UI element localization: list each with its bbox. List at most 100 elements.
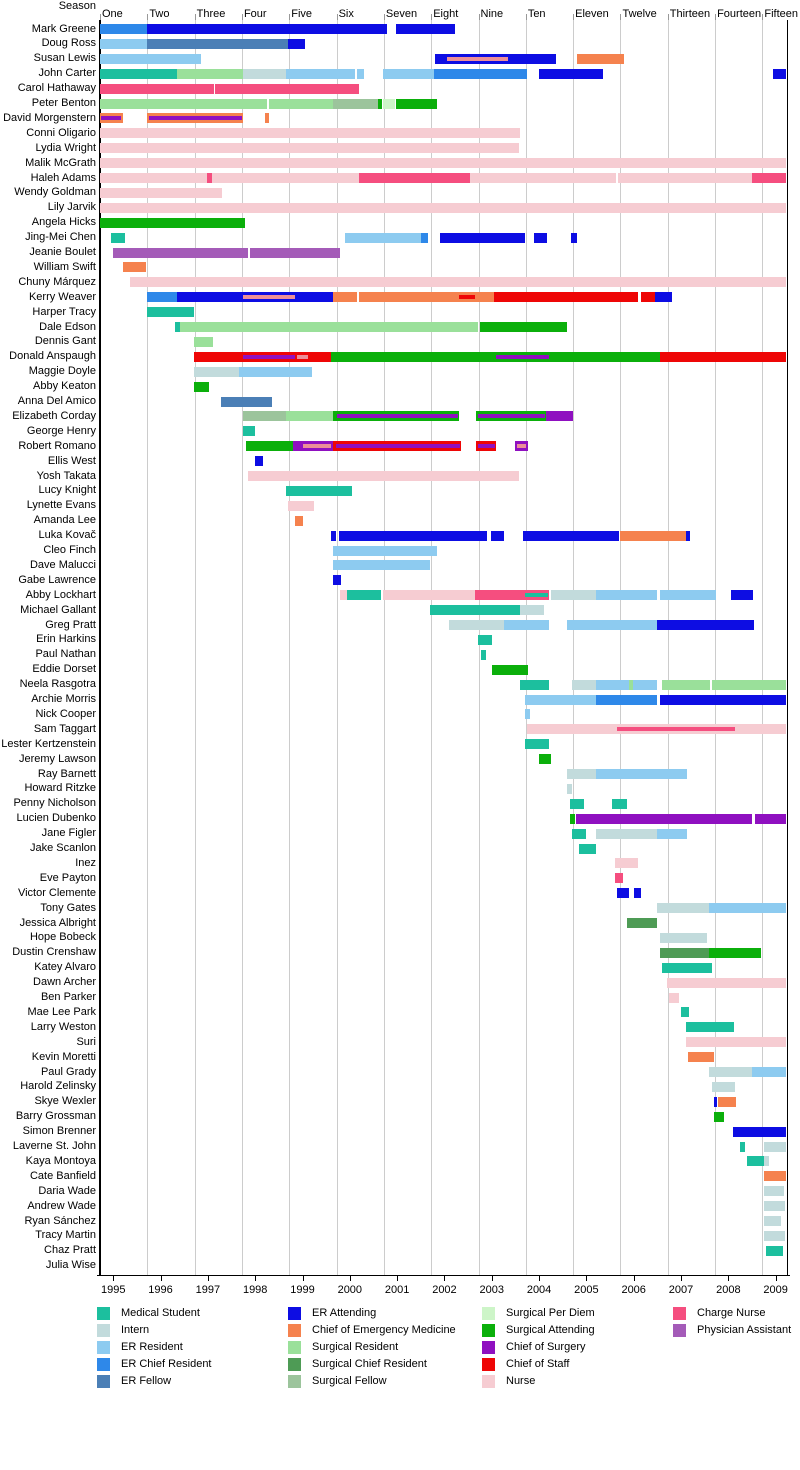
- timeline-bar: [595, 694, 658, 705]
- season-gridline: [241, 20, 243, 1275]
- row-label: Chaz Pratt: [44, 1244, 96, 1257]
- timeline-bar: [180, 322, 478, 332]
- row-label: John Carter: [38, 67, 96, 80]
- row-label: Erin Harkins: [36, 633, 96, 646]
- timeline-bar: [333, 545, 438, 556]
- year-tick: [349, 1275, 351, 1281]
- timeline-bar: [617, 888, 629, 899]
- timeline-bar: [490, 530, 504, 541]
- year-label: 2009: [763, 1284, 788, 1296]
- row-label: Lucy Knight: [38, 484, 96, 497]
- row-label: Chuny Márquez: [18, 275, 96, 288]
- year-tick: [491, 1275, 493, 1281]
- legend-item: ER Fellow: [97, 1375, 287, 1389]
- timeline-bar: [595, 679, 629, 690]
- row-label: Julia Wise: [45, 1259, 96, 1272]
- season-label: Four: [243, 8, 267, 20]
- row-label: Abby Keaton: [33, 380, 96, 393]
- timeline-bar: [714, 1111, 724, 1122]
- row-label: Simon Brenner: [22, 1125, 96, 1138]
- year-tick: [586, 1275, 588, 1281]
- legend-item: Chief of Emergency Medicine: [288, 1324, 478, 1338]
- timeline-bar: [110, 232, 126, 243]
- timeline-bar: [382, 98, 395, 109]
- legend-swatch: [97, 1324, 110, 1337]
- legend-label: Surgical Fellow: [312, 1375, 387, 1387]
- timeline-bar: [614, 873, 624, 884]
- timeline-bar: [709, 947, 762, 958]
- legend-label: Charge Nurse: [697, 1307, 766, 1319]
- row-label: Barry Grossman: [15, 1110, 96, 1123]
- year-tick: [160, 1275, 162, 1281]
- row-label: Peter Benton: [31, 97, 96, 109]
- row-label: Lily Jarvik: [47, 201, 96, 214]
- year-tick: [397, 1275, 399, 1281]
- season-gridline: [762, 20, 764, 1275]
- timeline-bar: [641, 292, 655, 303]
- timeline-overlay-bar: [101, 116, 122, 121]
- row-label: Daria Wade: [38, 1184, 96, 1197]
- legend-label: Surgical Chief Resident: [312, 1358, 427, 1370]
- timeline-bar: [475, 590, 549, 601]
- season-label: One: [102, 8, 123, 20]
- season-tick: [336, 14, 338, 20]
- legend-swatch: [673, 1307, 686, 1320]
- row-label: Jeremy Lawson: [18, 752, 96, 765]
- timeline-bar: [659, 947, 710, 958]
- timeline-bar: [100, 202, 787, 213]
- legend-label: Chief of Emergency Medicine: [312, 1324, 456, 1336]
- timeline-bar: [685, 1022, 734, 1033]
- legend-swatch: [97, 1358, 110, 1371]
- timeline-bar: [633, 888, 642, 899]
- timeline-overlay-bar: [243, 354, 296, 359]
- season-label: Nine: [480, 8, 504, 20]
- legend-item: Surgical Chief Resident: [288, 1358, 478, 1372]
- legend-swatch: [288, 1358, 301, 1371]
- timeline-bar: [595, 828, 658, 839]
- season-label: Six: [338, 8, 354, 20]
- timeline-bar: [100, 24, 148, 34]
- timeline-bar: [747, 1156, 764, 1167]
- timeline-bar: [626, 918, 658, 928]
- timeline-bar: [449, 620, 504, 630]
- timeline-bar: [193, 336, 213, 347]
- timeline-bar: [100, 98, 268, 109]
- timeline-bar: [494, 292, 639, 303]
- timeline-bar: [579, 843, 596, 854]
- timeline-bar: [215, 83, 360, 94]
- legend-item: Surgical Per Diem: [482, 1307, 672, 1321]
- season-gridline: [289, 20, 291, 1275]
- timeline-bar: [206, 173, 212, 183]
- timeline-bar: [193, 381, 209, 392]
- timeline-bar: [567, 620, 658, 630]
- timeline-overlay-bar: [496, 354, 549, 359]
- timeline-bar: [264, 113, 270, 124]
- timeline-bar: [193, 366, 239, 377]
- timeline-bar: [619, 530, 686, 541]
- season-label: Thirteen: [669, 8, 711, 20]
- year-label: 1998: [242, 1284, 268, 1296]
- season-tick: [762, 14, 764, 20]
- season-gridline: [431, 20, 433, 1275]
- row-label: William Swift: [33, 260, 96, 273]
- season-tick: [431, 14, 433, 20]
- season-label: Twelve: [622, 8, 657, 20]
- row-label: Lester Kertzenstein: [1, 737, 96, 750]
- season-gridline: [525, 20, 527, 1275]
- timeline-bar: [763, 1201, 786, 1212]
- bottom-axis-line: [97, 1274, 790, 1276]
- timeline-bar: [238, 366, 312, 377]
- row-label: Inez: [75, 856, 96, 869]
- timeline-bar: [285, 411, 334, 422]
- timeline-bar: [572, 679, 596, 690]
- timeline-bar: [268, 98, 334, 109]
- year-label: 2008: [716, 1284, 741, 1296]
- timeline-bar: [612, 798, 627, 809]
- year-tick: [444, 1275, 446, 1281]
- timeline-bar: [100, 158, 787, 169]
- timeline-overlay-bar: [516, 444, 527, 449]
- timeline-bar: [534, 232, 547, 243]
- row-label: Harper Tracy: [32, 305, 96, 318]
- legend-swatch: [97, 1307, 110, 1320]
- timeline-bar: [520, 605, 544, 616]
